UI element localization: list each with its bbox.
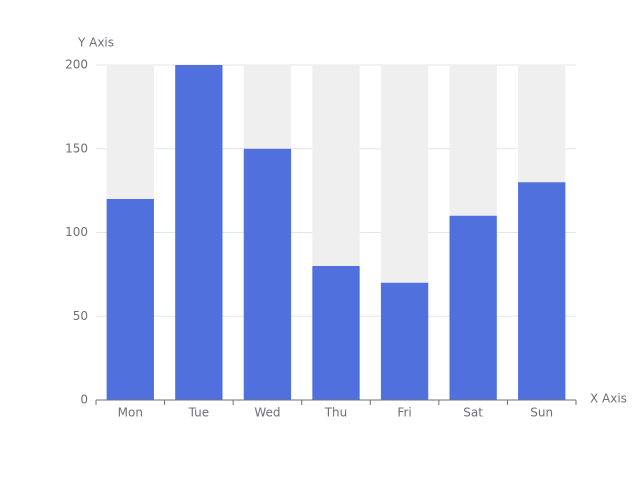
y-tick-label: 0 xyxy=(80,393,88,407)
bar xyxy=(518,182,566,400)
bar xyxy=(106,199,154,400)
y-tick-label: 200 xyxy=(65,58,88,72)
y-tick-label: 100 xyxy=(65,225,88,239)
x-tick-label: Mon xyxy=(118,406,143,420)
x-tick-label: Sun xyxy=(530,406,553,420)
bar xyxy=(243,148,292,400)
x-tick-label: Thu xyxy=(324,406,348,420)
y-tick-label: 50 xyxy=(73,309,88,323)
x-tick-label: Sat xyxy=(463,406,483,420)
x-tick-label: Tue xyxy=(188,406,210,420)
bar xyxy=(380,282,429,400)
bar xyxy=(449,215,497,400)
x-tick-label: Wed xyxy=(254,406,280,420)
bar xyxy=(175,65,223,400)
x-axis-name: X Axis xyxy=(590,392,627,406)
bar xyxy=(312,266,360,400)
y-tick-label: 150 xyxy=(65,141,88,155)
y-axis-name: Y Axis xyxy=(77,36,114,50)
x-tick-label: Fri xyxy=(397,406,411,420)
